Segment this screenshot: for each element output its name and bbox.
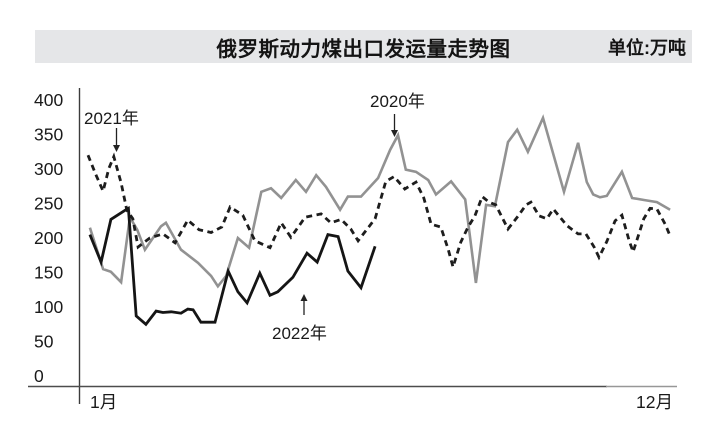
series-arrowhead-2022 [300,294,308,301]
y-axis-tick-label: 50 [34,332,54,352]
y-axis-tick-label: 150 [34,263,63,283]
chart-title: 俄罗斯动力煤出口发运量走势图 [216,37,511,61]
y-axis-tick-label: 250 [34,194,63,214]
series-line-2022 [88,205,377,327]
series-line-2020 [88,114,671,289]
series-arrowhead-2020 [391,130,398,137]
x-axis-label-end: 12月 [636,392,673,412]
y-axis-tick-label: 400 [34,90,63,110]
chart-header-bar: 俄罗斯动力煤出口发运量走势图 单位:万吨 [35,30,692,63]
y-axis-tick-label: 100 [34,297,63,317]
series-line-2021 [86,152,672,272]
series-label-2022: 2022年 [272,324,327,343]
y-axis-tick-label: 350 [34,125,63,145]
y-axis-tick-label: 200 [34,228,63,248]
series-label-2021: 2021年 [84,109,139,128]
y-axis-tick-label: 0 [34,366,44,386]
y-axis-tick-label: 300 [34,159,63,179]
series-label-2020: 2020年 [370,92,425,111]
unit-label: 单位:万吨 [608,37,686,58]
series-arrowhead-2021 [113,145,120,152]
x-axis-label-start: 1月 [90,392,117,412]
